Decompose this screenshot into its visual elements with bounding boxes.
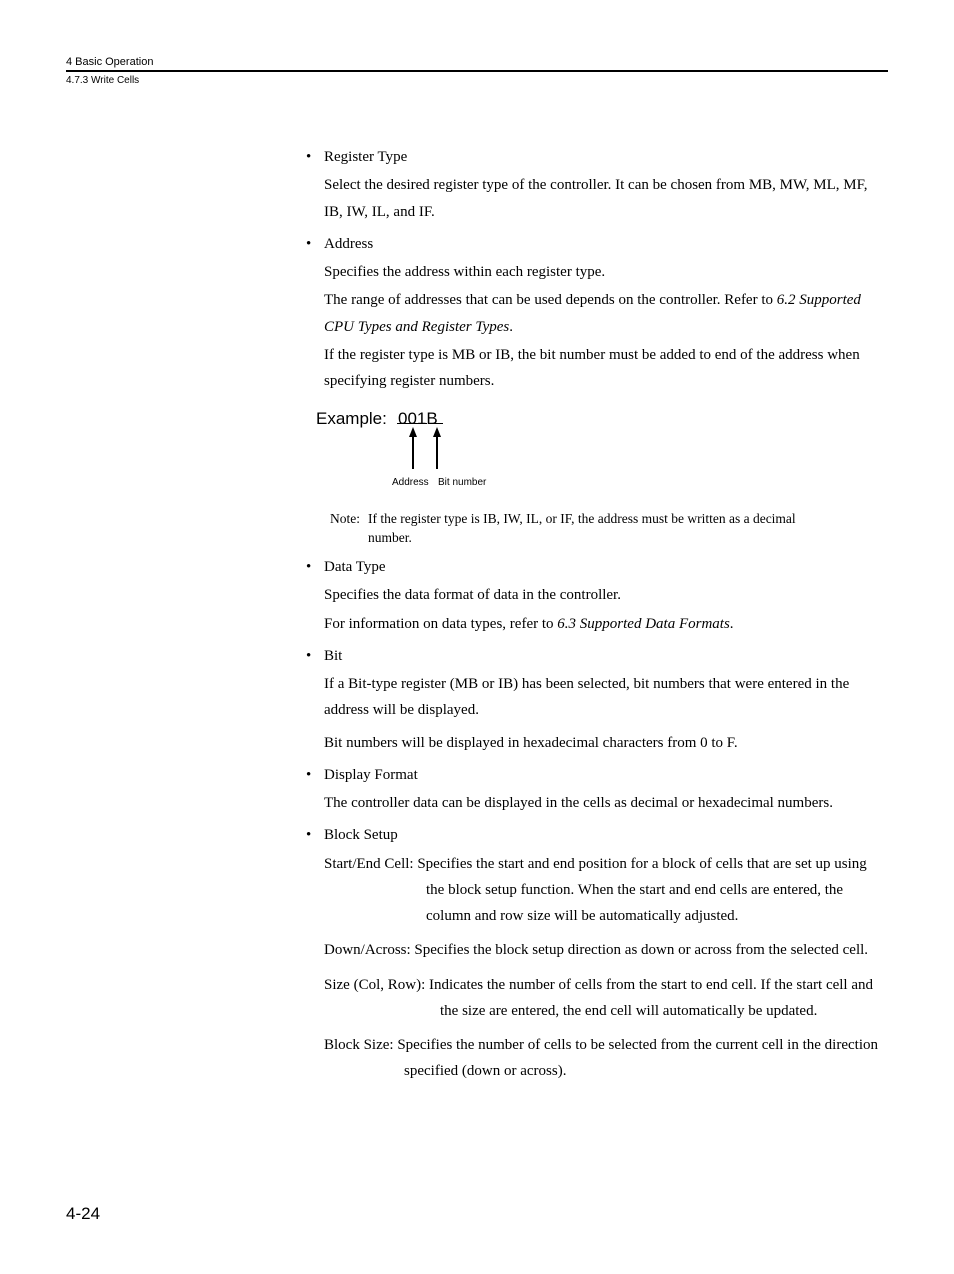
example-diagram: Example: 001B Address Bit number [316, 404, 888, 502]
datatype-line1: Specifies the data format of data in the… [324, 582, 888, 608]
bullet-marker: • [306, 822, 324, 848]
address-line1: Specifies the address within each regist… [324, 259, 888, 285]
note: Note:If the register type is IB, IW, IL,… [330, 510, 888, 548]
bullet-display-format: • Display Format The controller data can… [306, 762, 888, 817]
def-body: Specifies the start and end position for… [417, 856, 866, 925]
arrow-bit [432, 427, 441, 469]
def-down-across: Down/Across: Specifies the block setup d… [324, 937, 888, 963]
def-body: Indicates the number of cells from the s… [429, 977, 873, 1019]
bullet-marker: • [306, 144, 324, 170]
bullet-title: Register Type [324, 144, 888, 170]
text-fragment: For information on data types, refer to [324, 616, 557, 632]
subsection-header: 4.7.3 Write Cells [66, 70, 888, 86]
bullet-address: • Address Specifies the address within e… [306, 231, 888, 548]
example-label: Example: [316, 404, 387, 434]
bullet-marker: • [306, 643, 324, 669]
bullet-marker: • [306, 762, 324, 788]
bullet-block-setup: • Block Setup Start/End Cell: Specifies … [306, 822, 888, 1084]
bit-line1: If a Bit-type register (MB or IB) has be… [324, 671, 888, 724]
def-block-size: Block Size: Specifies the number of cell… [324, 1032, 888, 1085]
underline-address [397, 423, 427, 424]
bullet-data-type: • Data Type Specifies the data format of… [306, 554, 888, 637]
def-body: Specifies the number of cells to be sele… [397, 1037, 878, 1079]
underline-bit [430, 423, 443, 424]
bullet-title: Bit [324, 643, 888, 669]
def-body: Specifies the block setup direction as d… [414, 942, 868, 958]
note-body: If the register type is IB, IW, IL, or I… [368, 510, 798, 548]
bullet-list: • Register Type Select the desired regis… [306, 144, 888, 1085]
def-label: Start/End Cell: [324, 856, 417, 872]
displayformat-line1: The controller data can be displayed in … [324, 790, 888, 816]
bullet-title: Block Setup [324, 822, 888, 848]
arrow-address [408, 427, 417, 469]
text-fragment: . [509, 319, 513, 335]
label-bit: Bit number [438, 474, 486, 492]
address-line2: The range of addresses that can be used … [324, 287, 888, 340]
bullet-title: Display Format [324, 762, 888, 788]
def-label: Block Size: [324, 1037, 397, 1053]
bullet-bit: • Bit If a Bit-type register (MB or IB) … [306, 643, 888, 756]
def-label: Down/Across: [324, 942, 414, 958]
bit-line2: Bit numbers will be displayed in hexadec… [324, 730, 888, 756]
datatype-line2: For information on data types, refer to … [324, 611, 888, 637]
reference-italic: 6.3 Supported Data Formats [557, 616, 730, 632]
def-start-end: Start/End Cell: Specifies the start and … [324, 851, 888, 930]
address-line3: If the register type is MB or IB, the bi… [324, 342, 888, 395]
bullet-marker: • [306, 554, 324, 580]
bullet-title: Address [324, 231, 888, 257]
note-label: Note: [330, 510, 368, 529]
text-fragment: The range of addresses that can be used … [324, 292, 777, 308]
page-number: 4-24 [66, 1204, 100, 1224]
bullet-title: Data Type [324, 554, 888, 580]
bullet-body-text: Select the desired register type of the … [324, 172, 888, 225]
bullet-register-type: • Register Type Select the desired regis… [306, 144, 888, 225]
bullet-marker: • [306, 231, 324, 257]
label-address: Address [392, 474, 429, 492]
text-fragment: . [730, 616, 734, 632]
def-label: Size (Col, Row): [324, 977, 429, 993]
page-content: • Register Type Select the desired regis… [306, 144, 888, 1085]
def-size: Size (Col, Row): Indicates the number of… [324, 972, 888, 1025]
chapter-header: 4 Basic Operation [66, 56, 888, 68]
